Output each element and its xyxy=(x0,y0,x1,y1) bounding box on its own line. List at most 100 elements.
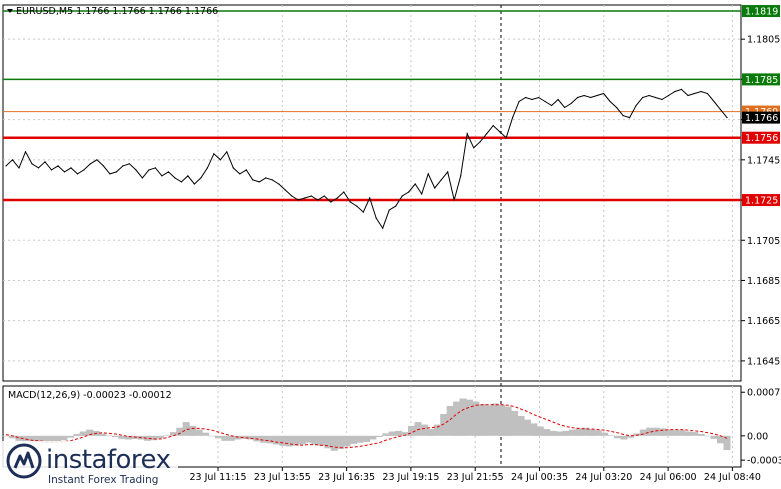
x-tick-label: 24 Jul 00:35 xyxy=(511,472,568,483)
x-tick-label: 23 Jul 11:15 xyxy=(190,472,247,483)
level-price-tag xyxy=(742,131,780,144)
macd-histogram-bar xyxy=(2,435,10,437)
macd-histogram-bar xyxy=(21,435,29,442)
y-tick-label: 1.1805 xyxy=(747,35,780,46)
y-tick-label: 1.1665 xyxy=(747,316,780,327)
price-point xyxy=(57,165,59,167)
price-point xyxy=(11,159,14,161)
price-point xyxy=(414,183,416,185)
price-point xyxy=(499,131,501,133)
price-point xyxy=(661,98,663,101)
macd-histogram-bar xyxy=(15,435,23,441)
price-point xyxy=(395,205,397,207)
x-tick-label: 23 Jul 13:55 xyxy=(254,472,311,483)
macd-histogram-bar xyxy=(459,398,467,436)
macd-histogram-bar xyxy=(717,435,724,444)
price-point xyxy=(18,167,20,169)
macd-histogram-bar xyxy=(543,429,551,436)
price-point xyxy=(213,153,215,155)
macd-histogram-bar xyxy=(704,435,712,437)
macd-histogram-bar xyxy=(626,435,634,438)
macd-histogram-bar xyxy=(189,425,197,436)
level-price-tag xyxy=(742,73,780,86)
price-point xyxy=(239,173,241,175)
macd-histogram-bar xyxy=(60,435,68,441)
price-point xyxy=(323,195,325,197)
price-point xyxy=(161,175,163,177)
price-point xyxy=(511,117,514,119)
macd-histogram-bar xyxy=(311,435,319,445)
macd-histogram-bar xyxy=(195,429,203,436)
macd-histogram-bar xyxy=(34,435,42,442)
level-price-label: 1.1725 xyxy=(745,196,778,207)
macd-histogram-bar xyxy=(672,430,679,436)
price-point xyxy=(577,96,579,99)
price-point xyxy=(680,88,683,90)
macd-histogram-bar xyxy=(478,404,486,436)
macd-histogram-bar xyxy=(208,435,216,437)
macd-histogram-bar xyxy=(588,429,596,436)
price-point xyxy=(122,165,124,167)
price-point xyxy=(486,133,488,135)
macd-histogram-bar xyxy=(504,406,512,436)
macd-histogram-bar xyxy=(498,404,506,436)
price-point xyxy=(174,177,176,179)
macd-histogram-bar xyxy=(356,435,364,443)
price-point xyxy=(31,163,33,165)
main-panel-frame xyxy=(2,4,742,382)
macd-histogram-bar xyxy=(684,431,692,436)
price-point xyxy=(654,96,657,99)
price-point xyxy=(167,171,169,173)
macd-histogram-bar xyxy=(214,435,222,439)
macd-histogram-bar xyxy=(549,430,557,436)
symbol-dropdown-icon xyxy=(7,9,13,13)
macd-histogram-bar xyxy=(330,435,338,451)
price-point xyxy=(102,165,104,167)
price-point xyxy=(642,96,644,99)
macd-histogram-bar xyxy=(54,435,61,442)
price-point xyxy=(291,195,293,197)
macd-histogram-bar xyxy=(678,430,686,436)
macd-histogram-bar xyxy=(66,435,74,438)
macd-histogram-bar xyxy=(517,415,525,436)
macd-histogram-bar xyxy=(221,435,229,441)
macd-histogram-bar xyxy=(665,429,673,436)
price-point xyxy=(603,92,605,95)
price-point xyxy=(271,179,273,181)
price-point xyxy=(473,147,475,149)
macd-signal-line xyxy=(5,404,728,449)
macd-histogram-bar xyxy=(659,428,667,436)
price-point xyxy=(200,177,202,179)
price-point xyxy=(349,201,351,203)
macd-histogram-bar xyxy=(581,427,589,436)
macd-histogram-bar xyxy=(47,435,55,443)
macd-histogram-bar xyxy=(343,435,351,447)
x-tick-label: 24 Jul 06:00 xyxy=(640,472,697,483)
price-point xyxy=(713,100,715,103)
x-tick-label: 23 Jul 19:15 xyxy=(382,472,439,483)
x-tick-label: 24 Jul 08:40 xyxy=(704,472,761,483)
price-point xyxy=(388,209,390,211)
price-point xyxy=(492,125,494,127)
chart-header: EURUSD,M5 1.1766 1.1766 1.1766 1.1766 xyxy=(16,6,218,17)
macd-histogram-bar xyxy=(601,432,609,436)
macd-histogram-bar xyxy=(105,435,113,436)
price-point xyxy=(648,94,650,97)
price-point xyxy=(193,183,195,185)
macd-histogram-bar xyxy=(169,432,177,436)
price-point xyxy=(330,201,332,203)
price-point xyxy=(83,169,85,171)
macd-histogram-bar xyxy=(247,435,255,440)
y-tick-label: 1.1705 xyxy=(747,236,780,247)
price-point xyxy=(135,169,137,171)
macd-histogram-bar xyxy=(466,399,473,436)
macd-histogram-bar xyxy=(337,435,345,449)
level-price-tag xyxy=(742,5,780,18)
price-point xyxy=(245,169,247,171)
macd-histogram-bar xyxy=(620,435,628,440)
price-point xyxy=(109,173,111,175)
price-point xyxy=(693,92,696,95)
macd-histogram-bar xyxy=(79,431,87,436)
